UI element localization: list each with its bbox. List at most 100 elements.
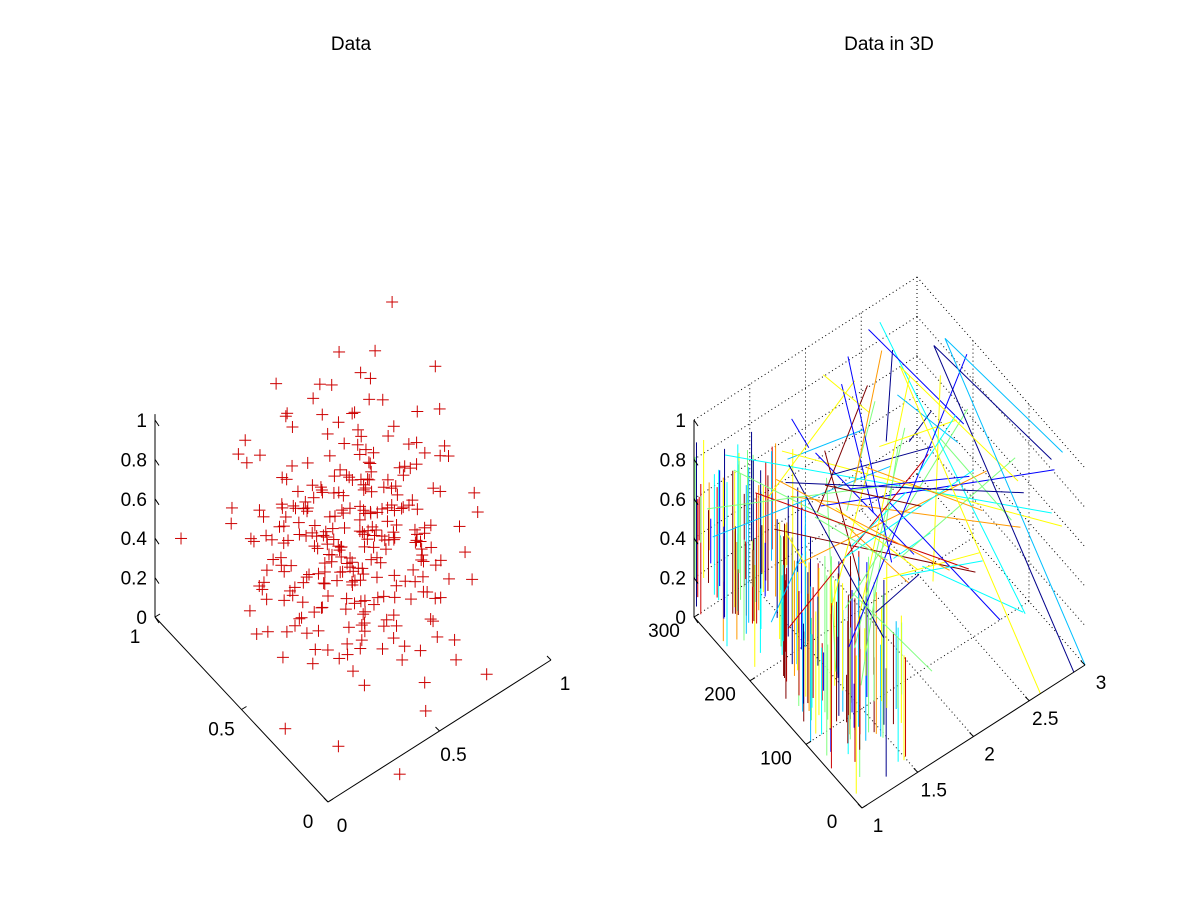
scatter-point xyxy=(361,533,374,546)
scatter-point xyxy=(367,598,380,611)
data-line xyxy=(814,516,888,561)
scatter-point xyxy=(337,489,350,502)
scatter-point xyxy=(280,473,293,486)
data-line xyxy=(851,592,933,672)
z-tick-mark xyxy=(154,577,160,584)
scatter-point xyxy=(381,473,394,486)
data-line xyxy=(824,450,861,581)
scatter-point xyxy=(417,585,430,598)
scatter-point xyxy=(351,438,364,451)
scatter-point xyxy=(331,574,344,587)
data-line xyxy=(849,475,970,490)
data-line xyxy=(868,329,965,425)
scatter-point xyxy=(442,450,455,463)
scatter-point xyxy=(382,430,395,443)
z-tick-mark xyxy=(154,537,160,545)
data-line xyxy=(845,408,969,609)
scatter-point xyxy=(402,438,415,451)
scatter-point xyxy=(427,482,440,495)
z-tick-mark xyxy=(693,537,699,545)
scatter-point xyxy=(376,393,389,406)
scatter-point xyxy=(340,469,353,482)
scatter-point xyxy=(307,392,320,405)
left-axes xyxy=(154,414,552,803)
data-line xyxy=(908,410,932,442)
left-points xyxy=(175,296,493,781)
scatter-point xyxy=(348,406,361,419)
scatter-point xyxy=(239,434,252,447)
data-line xyxy=(875,573,920,613)
scatter-point xyxy=(434,554,447,567)
scatter-point xyxy=(459,546,472,559)
scatter-point xyxy=(287,499,300,512)
scatter-point xyxy=(296,596,309,609)
data-line xyxy=(774,528,976,573)
data-line xyxy=(900,560,983,577)
data-line xyxy=(854,350,883,483)
scatter-point xyxy=(407,563,420,576)
z-tick-label: 0.8 xyxy=(660,450,686,471)
scatter-point xyxy=(364,507,377,520)
y-tick-label: 200 xyxy=(704,685,736,706)
data-line xyxy=(856,376,911,627)
scatter-point xyxy=(402,499,415,512)
scatter-point xyxy=(341,637,354,650)
scatter-point xyxy=(301,505,314,518)
x-tick-label: 3 xyxy=(1096,673,1107,694)
right-title: Data in 3D xyxy=(844,34,934,55)
data-line xyxy=(922,565,1024,613)
scatter-point xyxy=(292,516,305,529)
scatter-point xyxy=(448,633,461,646)
scatter-point xyxy=(410,436,423,449)
scatter-point xyxy=(308,606,321,619)
scatter-point xyxy=(418,676,431,689)
scatter-point xyxy=(342,621,355,634)
scatter-point xyxy=(289,502,302,515)
scatter-point xyxy=(387,632,400,645)
data-line xyxy=(824,484,922,507)
scatter-point xyxy=(311,542,324,555)
x-tick-label: 0.5 xyxy=(440,745,466,766)
scatter-point xyxy=(308,519,321,532)
scatter-point xyxy=(370,524,383,537)
scatter-point xyxy=(429,360,442,373)
scatter-point xyxy=(471,506,484,519)
scatter-point xyxy=(315,601,328,614)
scatter-point xyxy=(353,513,366,526)
x-tick-mark xyxy=(969,732,974,737)
scatter-point xyxy=(418,521,431,534)
z-tick-mark xyxy=(154,419,160,427)
x-tick-label: 2 xyxy=(984,745,995,766)
scatter-point xyxy=(416,549,429,562)
scatter-point xyxy=(429,559,442,572)
scatter-point xyxy=(377,620,390,633)
scatter-point xyxy=(286,459,299,472)
grid-y xyxy=(749,537,974,682)
scatter-point xyxy=(260,593,273,606)
scatter-point xyxy=(327,533,340,546)
z-tick-mark xyxy=(693,459,699,466)
scatter-point xyxy=(314,481,327,494)
scatter-point xyxy=(240,456,253,469)
scatter-point xyxy=(393,768,406,781)
scatter-point xyxy=(303,568,316,581)
scatter-point xyxy=(293,612,306,625)
scatter-point xyxy=(279,410,292,423)
scatter-point xyxy=(278,594,291,607)
scatter-point xyxy=(232,448,245,461)
z-tick-label: 0.2 xyxy=(121,569,147,590)
scatter-point xyxy=(393,461,406,474)
scatter-point xyxy=(270,377,283,390)
data-line xyxy=(944,338,1063,453)
scatter-point xyxy=(354,642,367,655)
scatter-point xyxy=(289,619,302,632)
scatter-point xyxy=(327,486,340,499)
scatter-point xyxy=(307,491,320,504)
scatter-point xyxy=(480,668,493,681)
scatter-point xyxy=(376,502,389,515)
scatter-point xyxy=(427,615,440,628)
z-tick-label: 0 xyxy=(136,608,147,629)
y-tick-label: 0.5 xyxy=(208,720,234,741)
data-line xyxy=(815,452,915,555)
